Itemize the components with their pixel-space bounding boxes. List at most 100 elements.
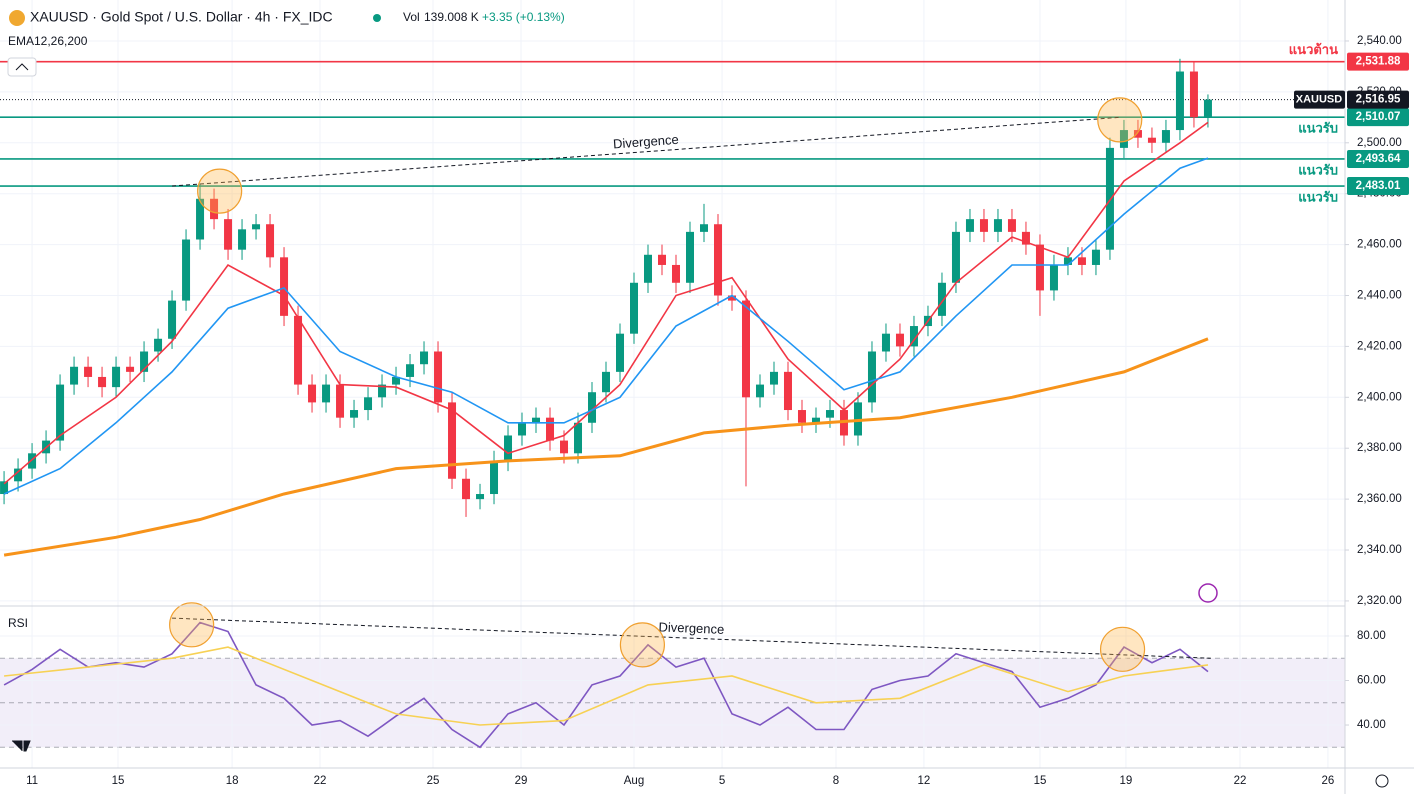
candle-body [490, 460, 499, 495]
level-tag-label: 2,483.01 [1356, 180, 1401, 192]
highlight-circle [169, 602, 215, 648]
level-tag-label: 2,493.64 [1356, 153, 1401, 165]
candle-body [14, 468, 23, 482]
candle-body [364, 397, 373, 411]
candle-body [630, 282, 639, 334]
candle-body [1021, 231, 1030, 245]
candle-body [671, 264, 680, 283]
candle-body [420, 351, 429, 365]
y-tick-label: 2,320.00 [1357, 595, 1402, 607]
candle-body [392, 376, 401, 385]
highlight-circle [1099, 626, 1146, 672]
candle-body [0, 481, 9, 495]
level-text: แนวรับ [1298, 162, 1338, 177]
y-tick-label: 80.00 [1357, 630, 1386, 642]
x-tick-label: 25 [427, 775, 440, 787]
candle-body [755, 384, 764, 398]
candle-body [252, 224, 261, 230]
candle-body [965, 219, 974, 232]
candle-body [588, 392, 597, 423]
volume-label: Vol [403, 10, 420, 24]
candle-body [84, 366, 93, 377]
candle-body [685, 231, 694, 283]
level-text: แนวรับ [1298, 121, 1338, 136]
line-series [3, 621, 1209, 749]
symbol-title: XAUUSD · Gold Spot / U.S. Dollar · 4h · … [30, 9, 333, 25]
candle-body [504, 435, 513, 461]
candle-body [797, 410, 806, 423]
x-tick-label: 11 [26, 775, 38, 787]
collapse-button[interactable] [7, 57, 37, 77]
candle-body [112, 366, 121, 388]
candle-body [1161, 130, 1170, 143]
last-price-tag [1347, 90, 1409, 109]
candle-body [518, 422, 527, 436]
candle-body [308, 384, 317, 403]
x-tick-label: 8 [833, 775, 839, 787]
candle-body [322, 384, 331, 403]
level-text: แนวต้าน [1289, 42, 1338, 57]
symbol-tag [1294, 90, 1345, 109]
candle-body [434, 351, 443, 403]
candle-body [546, 417, 555, 441]
x-tick-label: 19 [1120, 775, 1133, 787]
x-tick-label: 15 [112, 775, 125, 787]
level-tag [1347, 177, 1409, 196]
candle-body [238, 229, 247, 250]
candle-body [70, 366, 79, 385]
candle-body [769, 371, 778, 385]
level-tag-label: 2,510.07 [1356, 111, 1401, 123]
candle-body [140, 351, 149, 372]
y-tick-label: 40.00 [1357, 719, 1386, 731]
x-tick-label: 18 [226, 775, 239, 787]
alert-icon[interactable] [1198, 583, 1218, 603]
collapse-icon [15, 63, 29, 71]
y-tick-label: 2,400.00 [1357, 391, 1402, 403]
candle-body [825, 410, 834, 418]
candle-body [448, 402, 457, 479]
candle-body [741, 300, 750, 398]
x-tick-label: 29 [515, 775, 528, 787]
settings-icon[interactable] [1375, 774, 1389, 788]
level-tag [1347, 108, 1409, 127]
x-tick-label: 15 [1034, 775, 1047, 787]
candle-body [462, 478, 471, 500]
highlight-circle [197, 168, 243, 214]
x-tick-label: Aug [624, 775, 644, 787]
line-series [3, 157, 1209, 495]
candle-body [1049, 264, 1058, 291]
status-dot [373, 14, 381, 22]
candle-body [937, 282, 946, 316]
candle-body [560, 440, 569, 454]
candle-body [783, 371, 792, 411]
x-tick-label: 22 [314, 775, 327, 787]
price-change: +3.35 (+0.13%) [482, 10, 565, 24]
x-tick-label: 26 [1322, 775, 1335, 787]
candle-body [881, 333, 890, 352]
candle-body [727, 295, 736, 301]
candle-body [168, 300, 177, 339]
candle-body [280, 257, 289, 316]
symbol-icon [9, 10, 25, 26]
candle-body [1147, 137, 1156, 143]
logo [12, 740, 31, 752]
candle-body [1007, 219, 1016, 232]
divergence-label: Divergence [658, 619, 724, 637]
line-series [4, 646, 1209, 726]
candle-body [1035, 244, 1044, 291]
candle-body [979, 219, 988, 232]
candle-body [853, 402, 862, 436]
candle-body [224, 219, 233, 250]
candle-body [350, 410, 359, 418]
candle-body [1175, 71, 1184, 131]
candle-body [1203, 99, 1212, 118]
divergence-line [172, 116, 1120, 187]
y-tick-label: 2,360.00 [1357, 493, 1402, 505]
candle-body [993, 219, 1002, 232]
level-text: แนวรับ [1298, 189, 1338, 204]
candle-body [154, 338, 163, 352]
level-tag [1347, 149, 1409, 168]
candle-body [294, 315, 303, 385]
indicator-label: EMA12,26,200 [8, 34, 88, 48]
last-price-label: 2,516.95 [1356, 94, 1401, 106]
